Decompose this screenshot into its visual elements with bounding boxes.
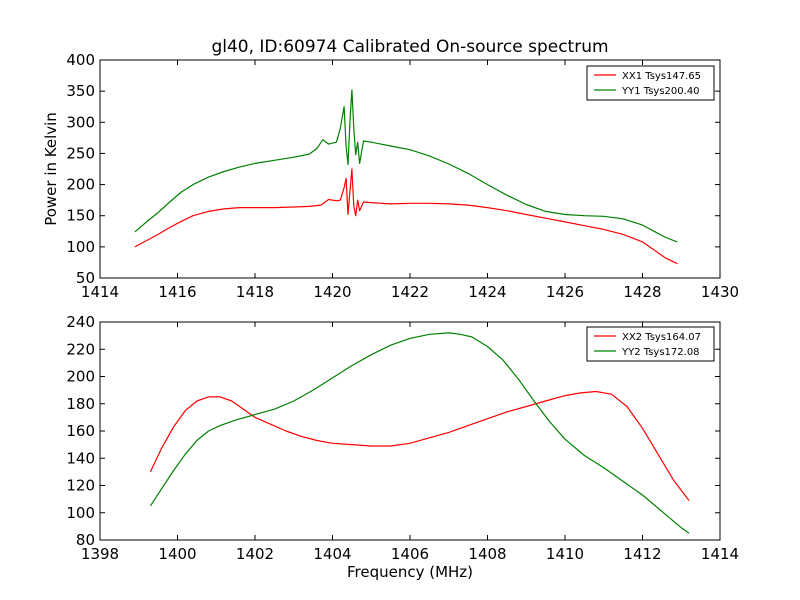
y-tick-label: 250: [66, 144, 95, 162]
x-tick-label: 1414: [701, 545, 739, 563]
y-tick-label: 180: [66, 395, 95, 413]
top-panel: 1414 1416 1418 1420 1422 1424 1426 1428 1430 50 10…: [42, 51, 739, 301]
x-tick-label: 1402: [236, 545, 274, 563]
y-tick-label: 160: [66, 422, 95, 440]
y-tick-label: 300: [66, 113, 95, 131]
legend: XX1 Tsys147.65 YY1 Tsys200.40: [586, 65, 715, 101]
legend-label-2: YY2 Tsys172.08: [621, 347, 700, 358]
x-tick-label: 1416: [158, 283, 196, 301]
x-tick-label: 1400: [158, 545, 196, 563]
series-line-1: [134, 168, 678, 265]
x-tick-label: 1418: [236, 283, 274, 301]
y-tick-label: 50: [76, 269, 95, 287]
chart-title: gl40, ID:60974 Calibrated On-source spec…: [211, 37, 608, 57]
legend-box: [586, 65, 715, 101]
legend-label-1: XX1 Tsys147.65: [622, 71, 701, 82]
x-tick-label: 1426: [546, 283, 584, 301]
y-tick-label: 100: [66, 504, 95, 522]
x-tick-label: 1406: [391, 545, 429, 563]
x-tick-label: 1412: [623, 545, 661, 563]
y-tick-label: 200: [66, 176, 95, 194]
x-tick-label: 1410: [546, 545, 584, 563]
series-line-2: [134, 89, 678, 243]
y-tick-label: 200: [66, 368, 95, 386]
y-tick-label: 140: [66, 449, 95, 467]
x-tick-label: 1414: [81, 283, 119, 301]
x-tick-label: 1422: [391, 283, 429, 301]
x-tick-label: 1408: [468, 545, 506, 563]
y-tick-label: 400: [66, 51, 95, 69]
x-axis-label: Frequency (MHz): [347, 563, 473, 581]
legend: XX2 Tsys164.07 YY2 Tsys172.08: [586, 326, 715, 362]
y-tick-label: 350: [66, 82, 95, 100]
y-tick-label: 80: [76, 531, 95, 549]
x-tick-label: 1428: [623, 283, 661, 301]
series-line-1: [149, 390, 690, 501]
y-tick-label: 150: [66, 207, 95, 225]
y-tick-label: 240: [66, 313, 95, 331]
x-tick-label: 1424: [468, 283, 506, 301]
legend-label-2: YY1 Tsys200.40: [621, 86, 700, 97]
x-tick-label: 1398: [81, 545, 119, 563]
x-tick-label: 1430: [701, 283, 739, 301]
legend-box: [586, 326, 715, 362]
x-tick-label: 1420: [313, 283, 351, 301]
legend-label-1: XX2 Tsys164.07: [622, 332, 701, 343]
y-tick-label: 220: [66, 340, 95, 358]
x-tick-label: 1404: [313, 545, 351, 563]
y-tick-label: 100: [66, 238, 95, 256]
y-tick-label: 120: [66, 477, 95, 495]
bottom-panel: 1398 1400 1402 1404 1406 1408 1410 1412 1414 80 10…: [66, 313, 739, 581]
y-axis-label: Power in Kelvin: [42, 112, 60, 226]
series-line-2: [149, 332, 690, 534]
